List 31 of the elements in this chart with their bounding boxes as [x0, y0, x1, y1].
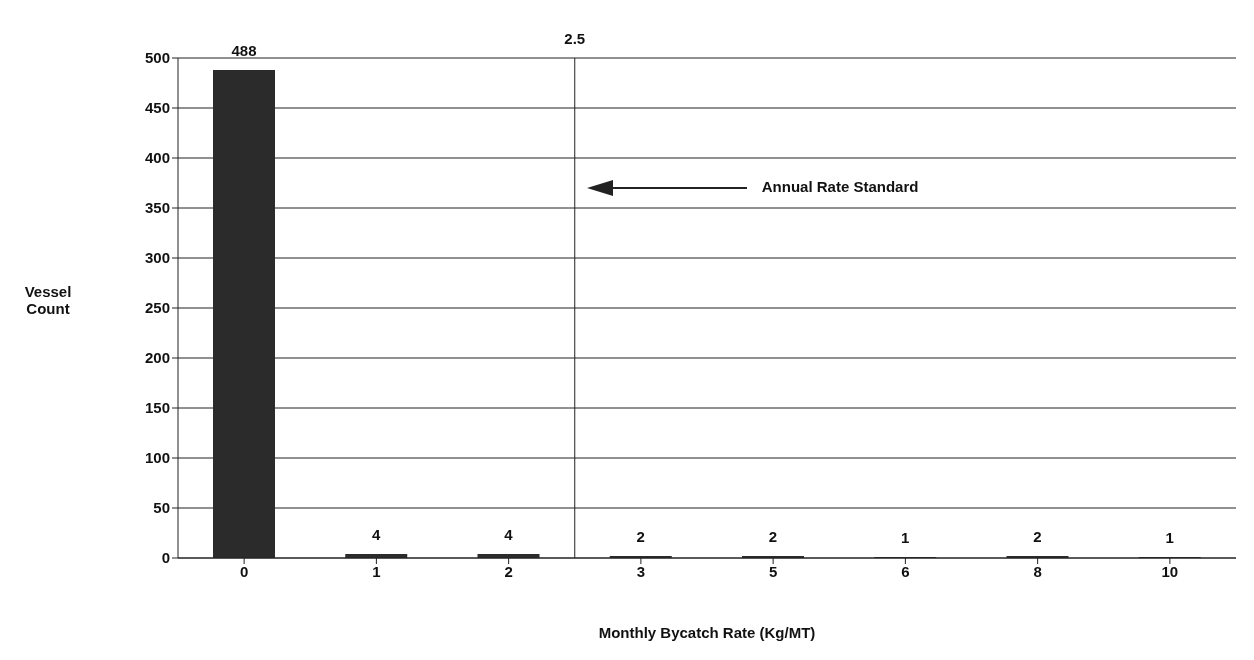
y-tick-label: 300 — [144, 249, 170, 267]
y-tick-label: 500 — [144, 49, 170, 67]
text: 2.5 — [564, 30, 586, 47]
data-label: 2 — [768, 528, 778, 545]
x-tick-label: 2 — [504, 562, 513, 580]
annotation: Annual Rate Standard — [761, 178, 919, 195]
x-tick-label: 6 — [901, 562, 910, 580]
data-label: 4 — [504, 526, 514, 543]
x-tick-label: 1 — [372, 562, 381, 580]
y-tick-label: 50 — [153, 499, 170, 517]
y-tick-label: 250 — [144, 299, 170, 317]
x-axis-title: Monthly Bycatch Rate (Kg/MT) — [598, 624, 816, 641]
y-tick-label: 150 — [144, 399, 170, 417]
y-tick-label: 450 — [144, 99, 170, 117]
y-tick-label: 0 — [161, 549, 170, 567]
y-tick-label: 350 — [144, 199, 170, 217]
data-label: 4 — [372, 526, 382, 543]
data-label: 1 — [901, 529, 910, 546]
data-label: 2 — [636, 528, 645, 545]
y-axis-title: Vessel Count — [23, 283, 73, 317]
x-tick-label: 10 — [1161, 562, 1179, 580]
y-tick-label: 200 — [144, 349, 170, 367]
x-tick-label: 3 — [636, 562, 646, 580]
x-tick-label: 5 — [768, 562, 778, 580]
x-tick-label: 8 — [1033, 562, 1042, 580]
y-tick-label: 100 — [144, 449, 170, 467]
x-tick-label: 0 — [239, 562, 249, 580]
data-label: 2 — [1033, 528, 1042, 545]
data-label: 488 — [231, 42, 257, 59]
data-label: 1 — [1165, 529, 1174, 546]
y-tick-label: 400 — [144, 149, 170, 167]
